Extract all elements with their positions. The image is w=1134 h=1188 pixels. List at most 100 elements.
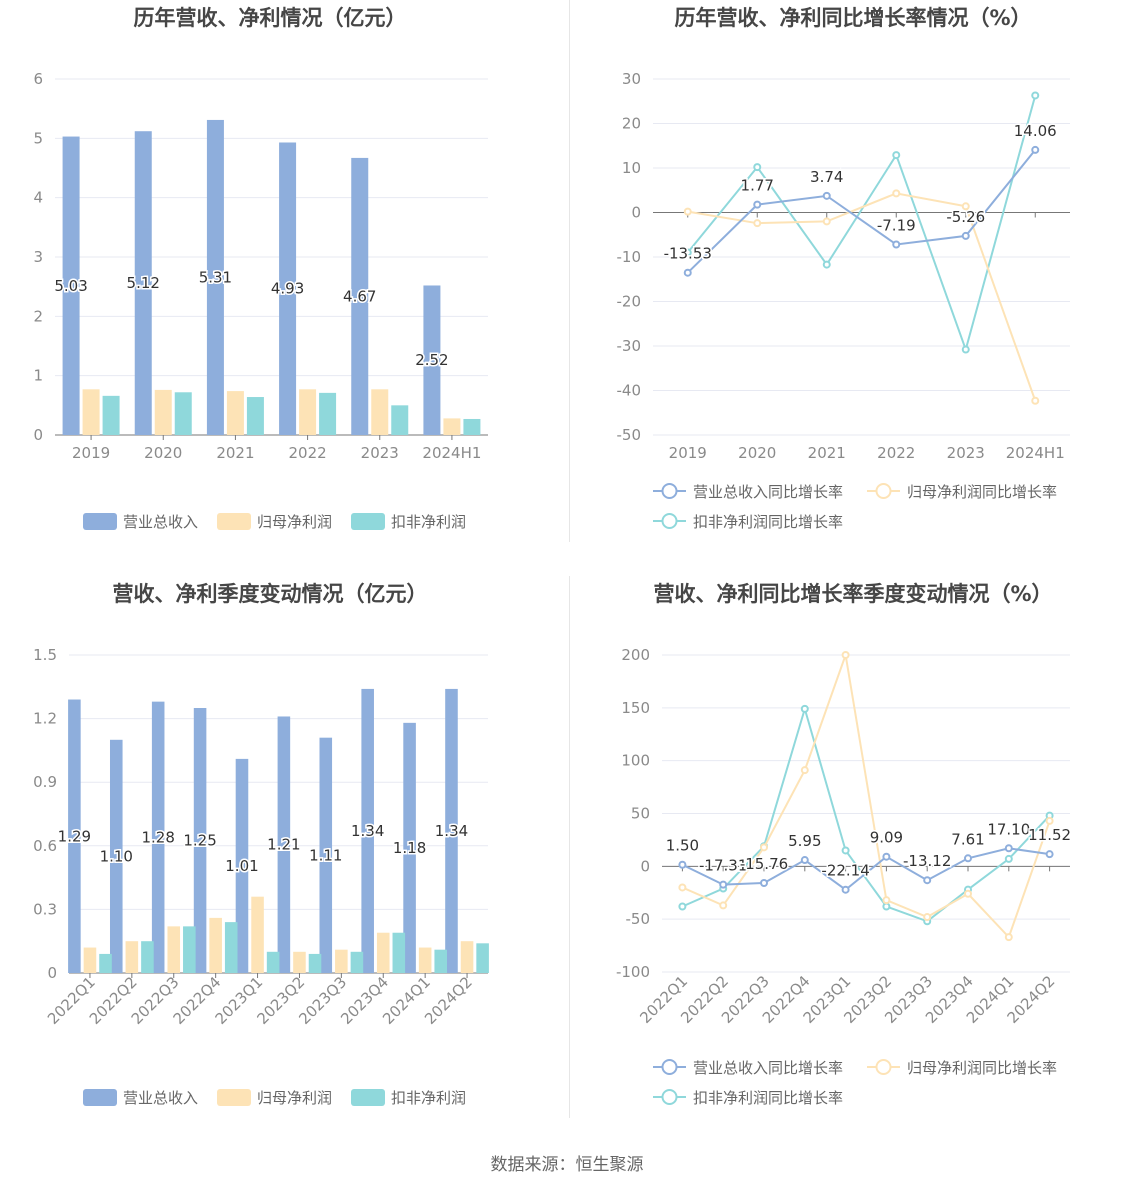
point-net-profit: [1004, 933, 1013, 942]
point-deducted-profit: [841, 846, 850, 855]
point-revenue: [760, 878, 768, 887]
bar-revenue: [403, 722, 416, 973]
chart-title: 历年营收、净利情况（亿元）: [134, 6, 407, 30]
point-revenue: [800, 856, 809, 865]
legend-label-revenue: 营业总收入: [123, 513, 198, 531]
bar-net-profit: [418, 947, 432, 973]
bar-deducted-profit: [392, 932, 406, 973]
y-tick-label: 1: [33, 367, 43, 385]
line-revenue: [681, 847, 1050, 891]
bar-net-profit: [167, 926, 181, 973]
bar-revenue: [235, 758, 249, 973]
data-label: 1.28: [141, 828, 174, 846]
x-tick-label: 2020: [144, 444, 182, 462]
x-tick-label: 2024H1: [1006, 444, 1065, 462]
chart-panel-annual-amounts: 历年营收、净利情况（亿元） 0 1 2 3 4 5 6 2019 2020 2021 2022 2023…: [0, 0, 567, 576]
line-net-profit: [681, 651, 1051, 940]
y-tick-label: 150: [621, 699, 650, 717]
y-tick-label: 3: [33, 248, 43, 266]
bar-revenue: [151, 701, 165, 973]
data-label: 1.11: [309, 846, 342, 864]
data-label: 5.03: [54, 277, 87, 295]
chart-panel-annual-growth: 历年营收、净利同比增长率情况（%） -50 -40 -30 -20 -10 0 10 20 30 2…: [567, 0, 1134, 576]
bar-revenue: [277, 716, 291, 973]
legend-marker-revenue: [661, 1059, 678, 1075]
data-label: 5.12: [127, 274, 160, 292]
data-label: 1.34: [351, 822, 384, 840]
bar-deducted-profit: [224, 922, 238, 973]
y-tick-label: 2: [33, 307, 43, 325]
data-label: 5.31: [199, 268, 232, 286]
legend-swatch-deducted-profit: [351, 513, 385, 530]
y-tick-label: 0: [47, 964, 57, 982]
line-deducted-profit: [686, 95, 1037, 353]
point-revenue: [719, 880, 728, 889]
data-label: 5.95: [788, 832, 821, 850]
bar-deducted-profit: [308, 953, 322, 973]
y-tick-label: 50: [631, 805, 650, 823]
legend-swatch-net-profit: [217, 1089, 251, 1106]
chart-quarterly-amounts: 营收、净利季度变动情况（亿元）00.30.60.91.21.52022Q1202…: [33, 582, 489, 1107]
bar-deducted-profit: [174, 392, 192, 435]
line-deducted-profit: [681, 705, 1051, 923]
bar-deducted-profit: [246, 397, 264, 435]
point-net-profit: [841, 651, 850, 659]
chart-annual-amounts: 历年营收、净利情况（亿元） 0 1 2 3 4 5 6 2019 2020 2021 2022 2023…: [33, 6, 488, 531]
point-net-profit: [822, 217, 831, 226]
panel-divider-bottom: [569, 576, 570, 1118]
legend-label-deducted-profit: 扣非净利润同比增长率: [693, 513, 843, 531]
point-net-profit: [800, 766, 809, 775]
point-net-profit: [1031, 396, 1040, 405]
bar-net-profit: [226, 391, 244, 435]
point-revenue: [753, 200, 762, 209]
data-label: 17.10: [987, 820, 1030, 838]
point-revenue: [1004, 844, 1013, 853]
x-tick-label: 2019: [72, 444, 110, 462]
bar-revenue: [423, 285, 441, 435]
y-tick-label: 200: [621, 646, 650, 664]
bar-net-profit: [209, 917, 222, 973]
point-deducted-profit: [753, 163, 762, 172]
bar-net-profit: [125, 941, 139, 973]
y-tick-label: -40: [617, 382, 642, 400]
bar-revenue: [206, 119, 224, 435]
bar-deducted-profit: [391, 405, 409, 435]
data-label: 14.06: [1014, 122, 1057, 140]
bar-revenue: [319, 737, 333, 973]
legend-marker-revenue: [661, 483, 678, 499]
y-tick-label: 1.5: [33, 646, 57, 664]
legend-label-net-profit: 归母净利润同比增长率: [907, 483, 1057, 501]
point-net-profit: [892, 189, 901, 198]
y-tick-label: 6: [33, 70, 43, 88]
y-tick-label: 0.3: [33, 900, 57, 918]
legend-swatch-revenue: [83, 1089, 117, 1106]
y-tick-label: -50: [626, 910, 651, 928]
data-label: 1.25: [183, 832, 216, 850]
data-label: 1.10: [100, 847, 133, 865]
data-label: 1.50: [666, 837, 699, 855]
x-tick-label: 2022: [877, 444, 915, 462]
legend-label-revenue: 营业总收入同比增长率: [693, 1059, 843, 1077]
bar-net-profit: [299, 389, 317, 435]
data-label: -22.14: [821, 862, 869, 880]
legend-marker-net-profit: [875, 1059, 892, 1075]
legend-label-deducted-profit: 扣非净利润同比增长率: [693, 1089, 843, 1107]
bar-net-profit: [154, 389, 172, 435]
y-tick-label: 10: [622, 159, 641, 177]
bar-revenue: [445, 688, 458, 973]
y-tick-label: 5: [33, 129, 43, 147]
y-tick-label: 30: [622, 70, 641, 88]
data-label: 11.52: [1028, 826, 1071, 844]
legend-label-net-profit: 归母净利润: [257, 513, 332, 531]
y-tick-label: 0.9: [33, 773, 57, 791]
chart-panel-quarterly-growth: 营收、净利同比增长率季度变动情况（%） -100 -50 0 50 100 150 200 20…: [567, 576, 1134, 1152]
x-tick-label: 2022: [288, 444, 326, 462]
point-revenue: [892, 240, 901, 249]
data-label: 1.21: [267, 836, 300, 854]
point-net-profit: [882, 896, 891, 905]
point-net-profit: [753, 219, 762, 228]
point-revenue: [1031, 145, 1040, 154]
point-net-profit: [964, 889, 972, 898]
point-deducted-profit: [1004, 854, 1013, 863]
x-tick-label: 2020: [738, 444, 776, 462]
